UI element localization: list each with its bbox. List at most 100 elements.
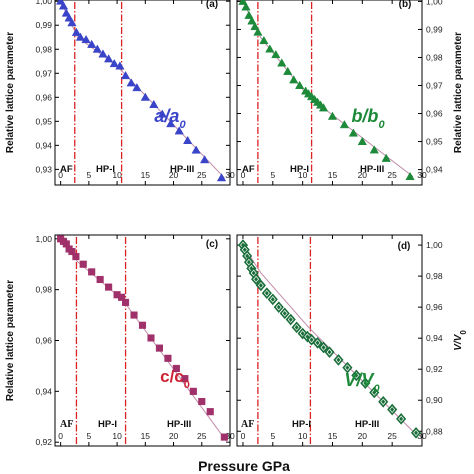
data-point <box>149 99 159 108</box>
data-point <box>164 354 172 362</box>
data-point <box>61 8 71 17</box>
ratio-label: b/b0 <box>351 106 385 131</box>
y-tick-label: 0,94 <box>35 386 52 396</box>
plot-frame <box>236 234 423 447</box>
x-tick-label: 30 <box>417 431 427 441</box>
data-point <box>283 66 293 75</box>
region-label: AF <box>60 419 73 430</box>
data-point-inner <box>390 407 395 412</box>
data-point-inner <box>381 399 386 405</box>
x-tick-label: 15 <box>141 170 151 180</box>
y-tick-label: 0,96 <box>426 302 443 312</box>
fit-line <box>242 244 417 435</box>
data-point <box>120 70 131 80</box>
data-point <box>109 58 119 68</box>
data-point <box>259 35 269 45</box>
data-point <box>277 58 287 67</box>
panel-label: (d) <box>398 241 411 252</box>
region-label: HP-III <box>167 419 191 430</box>
data-point <box>253 27 263 36</box>
ratio-label: V/V0 <box>344 370 380 395</box>
data-point <box>198 397 206 406</box>
x-tick-label: 30 <box>225 170 235 180</box>
data-point <box>405 171 415 181</box>
panel-label: (c) <box>206 239 218 250</box>
x-tick-label: 5 <box>270 431 275 441</box>
data-point <box>147 334 155 342</box>
data-point <box>103 54 114 63</box>
x-tick-label: 5 <box>87 431 92 441</box>
ratio-label-main: b/b <box>351 106 378 126</box>
x-tick-label: 0 <box>58 431 63 441</box>
region-label: HP-III <box>170 164 194 175</box>
y-tick-label: 0,93 <box>35 164 52 174</box>
panel-a: 0 5 10 15 20 25 30 0,93 0,94 0,95 0,96 0,97 0,98 0,99… <box>5 0 235 186</box>
data-point <box>183 135 193 145</box>
y-tick-label: 0,98 <box>35 44 52 54</box>
y-axis-label: V/V0 <box>453 330 468 351</box>
x-tick-label: 20 <box>169 431 179 441</box>
data-point <box>122 298 130 306</box>
data-point-inner <box>327 349 332 355</box>
data-point <box>87 39 97 48</box>
x-tick-label: 25 <box>197 431 207 441</box>
data-point <box>295 80 305 89</box>
data-point <box>92 44 102 53</box>
data-point <box>118 293 126 301</box>
y-axis-label: Relative lattice parameter <box>5 32 16 153</box>
x-tick-label: 25 <box>197 170 207 180</box>
x-tick-label: 10 <box>112 431 122 441</box>
region-label: AF <box>60 164 73 175</box>
data-point <box>327 111 338 120</box>
y-tick-label: 0,95 <box>35 116 52 126</box>
data-point <box>191 145 201 154</box>
data-point-inner <box>372 390 377 395</box>
x-tick-label: 15 <box>328 431 338 441</box>
data-point <box>220 433 228 441</box>
y-tick-label: 0,99 <box>35 20 52 30</box>
x-axis-label: Pressure GPa <box>198 458 290 474</box>
data-point-inner <box>294 324 299 330</box>
data-point-inner <box>270 296 275 302</box>
data-point <box>369 145 379 154</box>
panel-d: 0 5 10 15 20 25 30 0,88 0,90 0,92 0,94 0,96 0,98 1,00… <box>236 234 468 447</box>
region-label: HP-III <box>360 164 384 175</box>
data-point <box>247 16 257 25</box>
region-label: HP-III <box>355 419 379 430</box>
region-label: AF <box>241 419 254 430</box>
data-point <box>348 128 359 137</box>
x-tick-label: 0 <box>241 170 246 180</box>
x-tick-label: 10 <box>298 431 308 441</box>
data-point-inner <box>242 247 247 253</box>
data-point <box>289 75 299 84</box>
data-point-inner <box>300 331 305 336</box>
x-tick-label: 0 <box>241 431 246 441</box>
y-tick-label: 1,00 <box>426 240 443 250</box>
y-tick-label: 0,94 <box>426 165 443 175</box>
y-tick-label: 1,00 <box>35 0 52 6</box>
x-tick-label: 15 <box>141 431 151 441</box>
y-tick-label: 0,97 <box>35 68 52 78</box>
x-tick-label: 25 <box>387 170 397 180</box>
data-point <box>88 268 96 276</box>
ratio-label-sub: 0 <box>378 119 385 131</box>
data-point <box>157 109 167 118</box>
y-tick-label: 0,99 <box>426 24 443 34</box>
data-point <box>79 260 87 268</box>
data-point-inner <box>282 310 287 316</box>
x-tick-label: 20 <box>169 170 179 180</box>
data-point-inner <box>354 373 359 378</box>
panel-b: 0 5 10 15 20 25 300,94 0,95 0,96 0,97 0,98 0,99 1,00… <box>236 0 464 186</box>
y-axis-label: Relative lattice parameter <box>5 280 16 401</box>
data-point-inner <box>288 317 293 322</box>
fit-line <box>242 1 414 177</box>
y-tick-label: 0,92 <box>426 364 443 374</box>
region-label: HP-I <box>98 419 117 430</box>
y-tick-label: 1,00 <box>35 234 52 244</box>
panel-label: (a) <box>206 0 218 10</box>
y-tick-label: 0,96 <box>35 92 52 102</box>
data-point-inner <box>336 357 341 363</box>
y-tick-label: 0,88 <box>426 426 443 436</box>
data-point-inner <box>399 416 404 422</box>
data-point <box>98 49 108 58</box>
